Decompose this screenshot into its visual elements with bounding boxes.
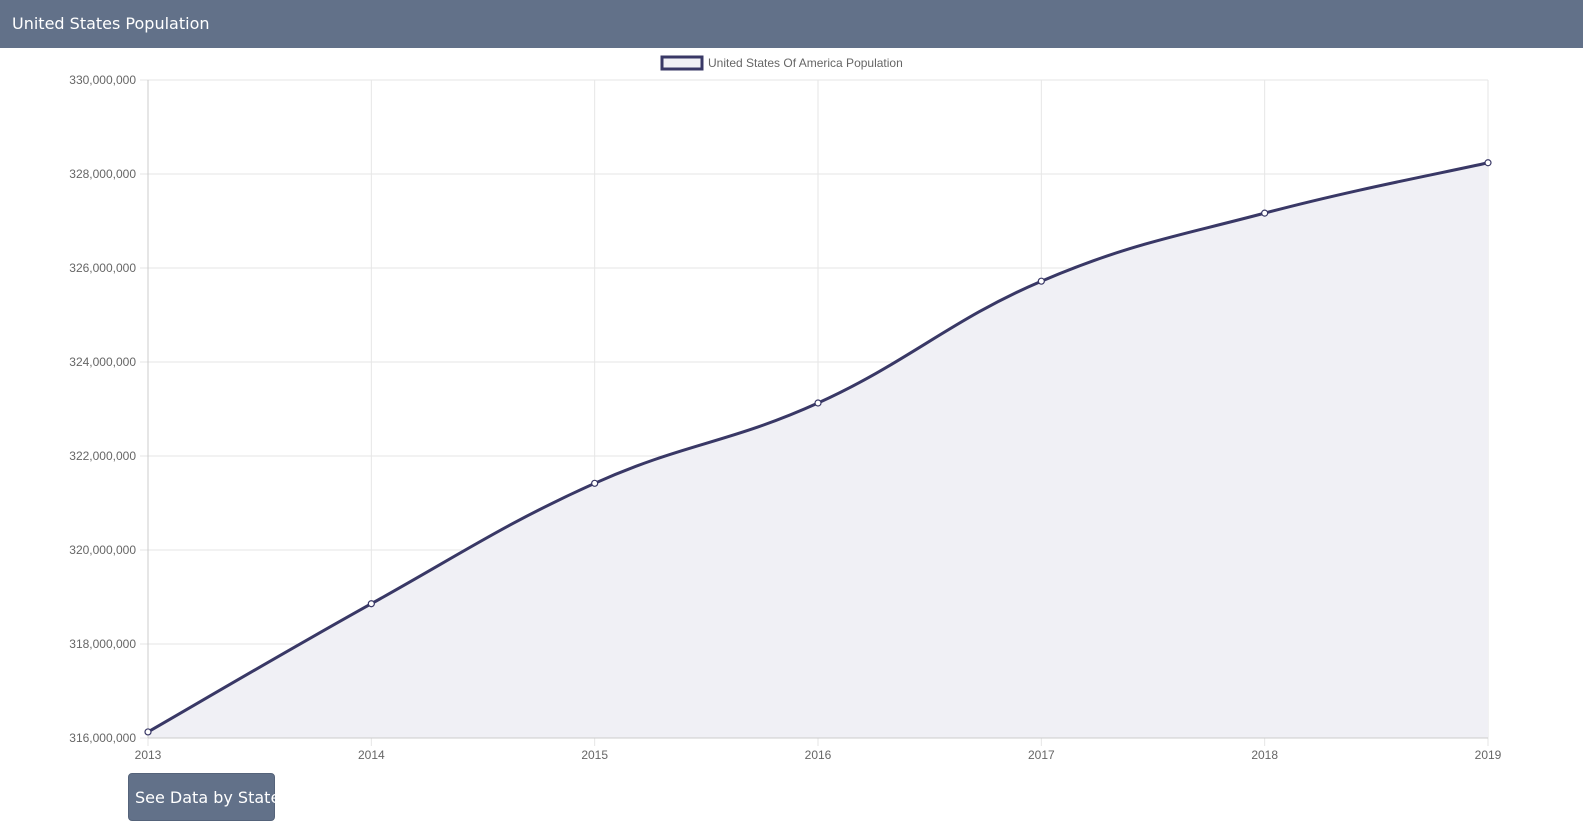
y-tick-label: 316,000,000 bbox=[69, 731, 136, 745]
y-tick-label: 330,000,000 bbox=[69, 73, 136, 87]
x-tick-label: 2013 bbox=[135, 748, 162, 762]
y-tick-label: 318,000,000 bbox=[69, 637, 136, 651]
data-point-2014 bbox=[367, 600, 375, 608]
x-tick-label: 2015 bbox=[581, 748, 608, 762]
legend-label: United States Of America Population bbox=[708, 56, 903, 70]
population-chart: 316,000,000 318,000,000 320,000,000 322,000… bbox=[0, 48, 1583, 768]
y-tick-label: 320,000,000 bbox=[69, 543, 136, 557]
point-layer bbox=[144, 159, 1492, 736]
y-tick-label: 326,000,000 bbox=[69, 261, 136, 275]
legend-swatch bbox=[660, 55, 704, 71]
data-point-2019 bbox=[1484, 159, 1492, 167]
data-point-2016 bbox=[814, 399, 822, 407]
data-point-2013 bbox=[144, 728, 152, 736]
data-point-2017 bbox=[1037, 277, 1045, 285]
data-point-2015 bbox=[591, 479, 599, 487]
x-tick-label: 2019 bbox=[1475, 748, 1502, 762]
y-tick-label: 324,000,000 bbox=[69, 355, 136, 369]
legend[interactable]: United States Of America Population bbox=[660, 55, 903, 71]
x-tick-label: 2014 bbox=[358, 748, 385, 762]
population-chart-svg: 316,000,000 318,000,000 320,000,000 322,000… bbox=[69, 55, 1502, 762]
y-tick-label: 328,000,000 bbox=[69, 167, 136, 181]
x-tick-label: 2017 bbox=[1028, 748, 1055, 762]
x-tick-label: 2018 bbox=[1251, 748, 1278, 762]
see-data-by-state-button[interactable]: See Data by State bbox=[128, 773, 280, 821]
page-title[interactable]: United States Population bbox=[12, 14, 210, 33]
data-point-2018 bbox=[1261, 209, 1269, 217]
navbar: United States Population bbox=[0, 0, 1583, 48]
x-tick-label: 2016 bbox=[805, 748, 832, 762]
axis-layer: 316,000,000 318,000,000 320,000,000 322,000… bbox=[69, 73, 1501, 762]
y-tick-label: 322,000,000 bbox=[69, 449, 136, 463]
series-area-fill bbox=[148, 162, 1488, 738]
